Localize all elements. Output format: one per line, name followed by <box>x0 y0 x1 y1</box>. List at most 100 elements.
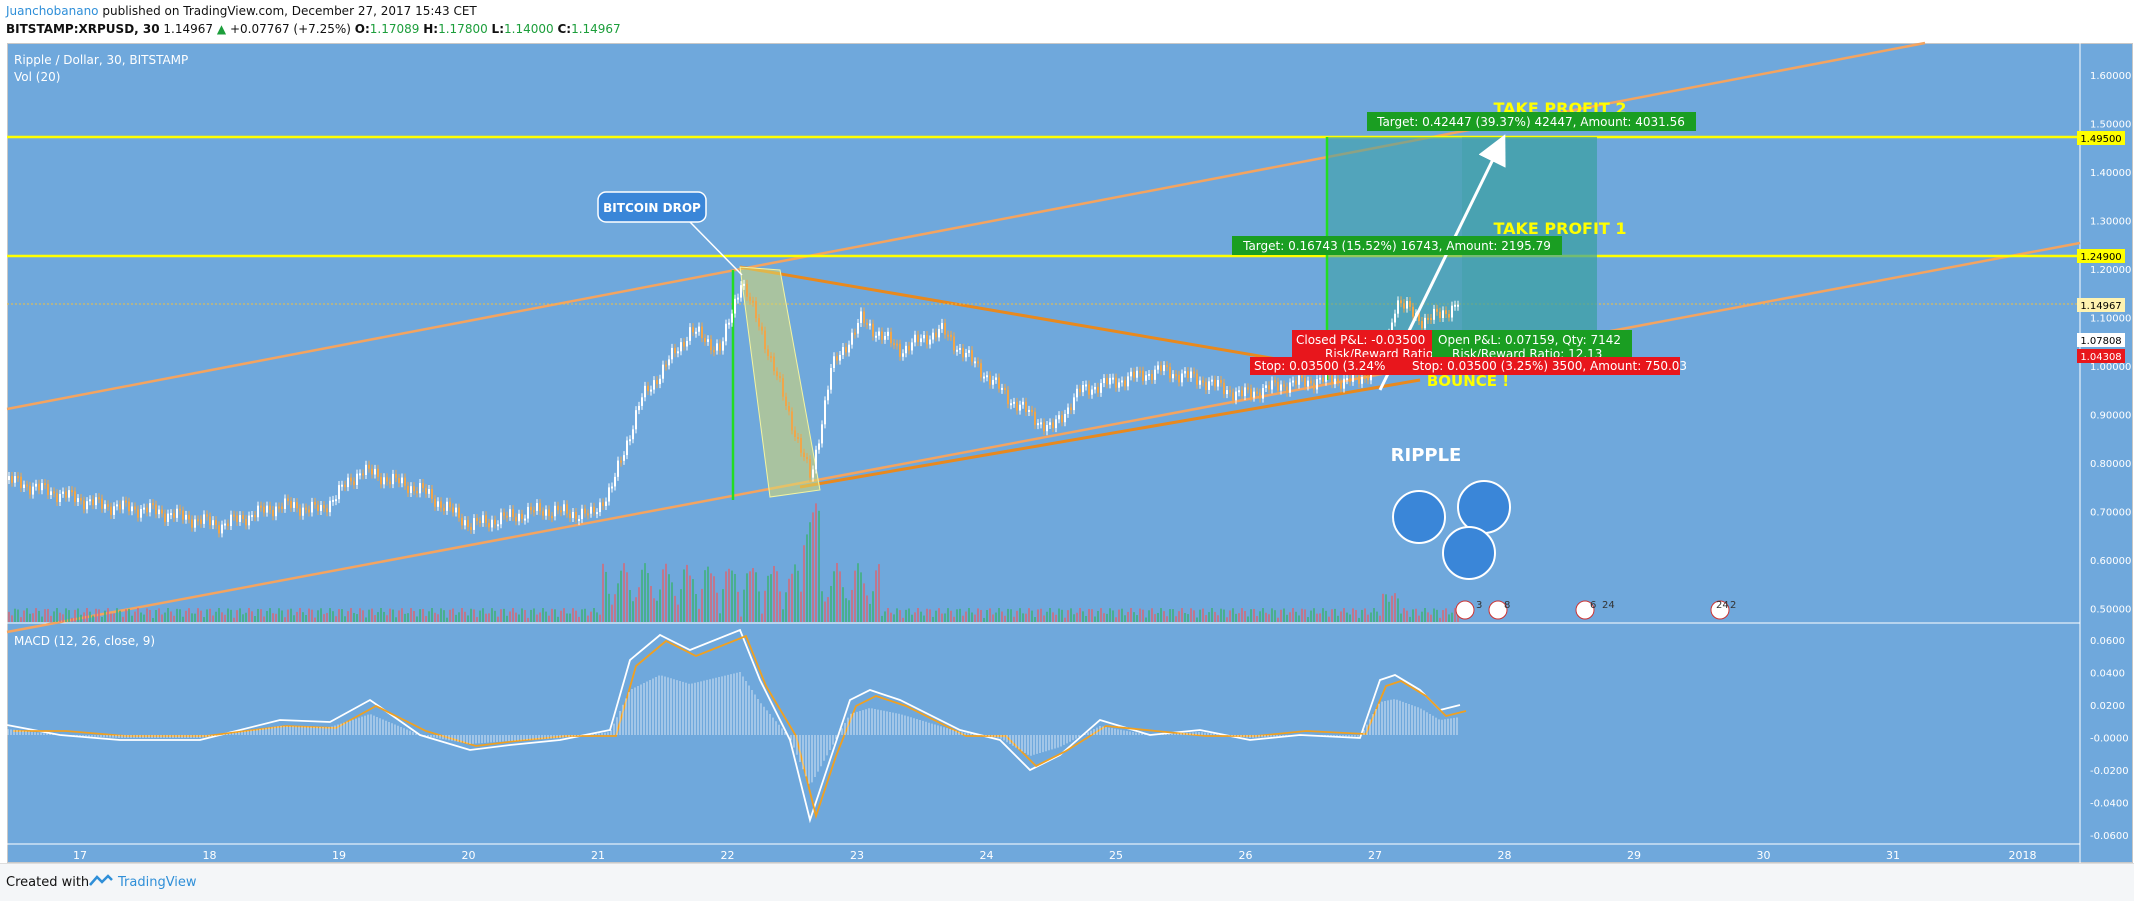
price-tick: 1.00000 <box>2090 362 2131 373</box>
volume-bar <box>1415 608 1417 622</box>
volume-bar <box>545 611 547 622</box>
candle <box>1172 374 1174 379</box>
volume-bar <box>1169 609 1171 622</box>
candle <box>1157 365 1159 370</box>
tradingview-link[interactable]: TradingView <box>118 875 197 890</box>
candle <box>203 514 205 524</box>
candle <box>410 486 412 494</box>
volume-bar <box>1232 608 1234 622</box>
candle <box>560 510 562 513</box>
candle <box>1295 380 1297 385</box>
volume-bar <box>1175 616 1177 622</box>
macd-indicator[interactable] <box>6 628 1467 824</box>
chart-frame[interactable] <box>7 43 2133 863</box>
event-markers[interactable]: 3 8 6 24 24 2 <box>1455 600 1736 620</box>
candle <box>602 502 604 506</box>
volume-bar <box>770 574 772 622</box>
candle <box>524 518 526 521</box>
triangle-lower-line[interactable] <box>799 378 1421 489</box>
candle <box>173 513 175 518</box>
candle <box>254 515 256 518</box>
volume-bars <box>8 503 1459 622</box>
event-flag-icon[interactable] <box>1710 600 1730 620</box>
date-axis[interactable]: 17 18 19 20 21 22 23 24 25 26 27 28 29 30 31 2018 <box>73 849 2037 862</box>
volume-bar <box>440 608 442 622</box>
candle <box>491 519 493 528</box>
volume-bar <box>497 616 499 622</box>
candle <box>83 500 85 510</box>
date-tick: 22 <box>721 849 735 862</box>
bitcoin-drop-callout[interactable] <box>597 191 707 223</box>
volume-bar <box>968 608 970 622</box>
volume-bar <box>530 609 532 622</box>
event-flag-icon[interactable] <box>1575 600 1595 620</box>
volume-bar <box>725 571 727 622</box>
candle <box>866 322 868 325</box>
event-flag-icon[interactable] <box>1488 600 1508 620</box>
candle <box>587 513 589 516</box>
chart-title: Ripple / Dollar, 30, BITSTAMP <box>14 53 188 67</box>
candle <box>149 503 151 513</box>
author-link[interactable]: Juanchobanano <box>6 4 99 18</box>
volume-bar <box>383 611 385 622</box>
date-tick: 19 <box>332 849 346 862</box>
volume-bar <box>1217 615 1219 622</box>
candle <box>563 504 565 512</box>
price-candles[interactable] <box>8 279 1459 538</box>
candle <box>371 468 373 475</box>
tradingview-logo-icon[interactable] <box>88 873 114 893</box>
price-axis[interactable]: 1.60000 1.50000 1.40000 1.30000 1.20000 1.100… <box>2090 71 2131 616</box>
channel-lower-line[interactable] <box>6 241 2081 634</box>
candle <box>269 505 271 510</box>
candle <box>395 473 397 478</box>
candle <box>131 506 133 512</box>
candle <box>998 377 1000 389</box>
candle <box>938 328 940 338</box>
event-count: 3 <box>1476 600 1482 611</box>
volume-bar <box>155 610 157 622</box>
candle <box>1100 383 1102 393</box>
candle <box>536 503 538 511</box>
volume-bar <box>887 608 889 622</box>
long-position-profit-zone[interactable] <box>1327 137 1597 333</box>
candle <box>1436 308 1438 312</box>
candle <box>545 509 547 516</box>
volume-bar <box>758 591 760 622</box>
candle <box>680 342 682 352</box>
macd-axis[interactable]: 0.0600 0.0400 0.0200 -0.0000 -0.0200 -0.0400 -… <box>2090 636 2129 842</box>
volume-bar <box>671 582 673 622</box>
volume-bar <box>1439 617 1441 622</box>
candle <box>1019 404 1021 411</box>
candle <box>626 440 628 456</box>
volume-bar <box>23 610 25 622</box>
volume-bar <box>605 571 607 622</box>
volume-bar <box>935 610 937 622</box>
price-tick: 1.40000 <box>2090 168 2131 179</box>
volume-bar <box>245 612 247 622</box>
volume-bar <box>1112 610 1114 622</box>
volume-bar <box>866 595 868 622</box>
candle <box>692 327 694 333</box>
candle <box>554 505 556 517</box>
candle <box>335 499 337 502</box>
event-flag-icon[interactable] <box>1455 600 1475 620</box>
candle <box>647 385 649 392</box>
tag-tp2: 1.49500 <box>2080 134 2121 145</box>
open-value: 1.17089 <box>369 22 420 36</box>
volume-bar <box>266 610 268 622</box>
candle <box>1283 384 1285 387</box>
candle <box>155 504 157 515</box>
channel-upper-line[interactable] <box>6 41 1926 411</box>
candle <box>449 501 451 508</box>
volume-bar <box>1295 611 1297 622</box>
price-tick: 0.80000 <box>2090 459 2131 470</box>
candle <box>74 491 76 502</box>
candle <box>677 351 679 354</box>
candle <box>296 502 298 509</box>
candle <box>1256 391 1258 394</box>
volume-bar <box>1001 611 1003 622</box>
volume-bar <box>221 612 223 622</box>
volume-bar <box>953 616 955 622</box>
candle <box>47 483 49 495</box>
